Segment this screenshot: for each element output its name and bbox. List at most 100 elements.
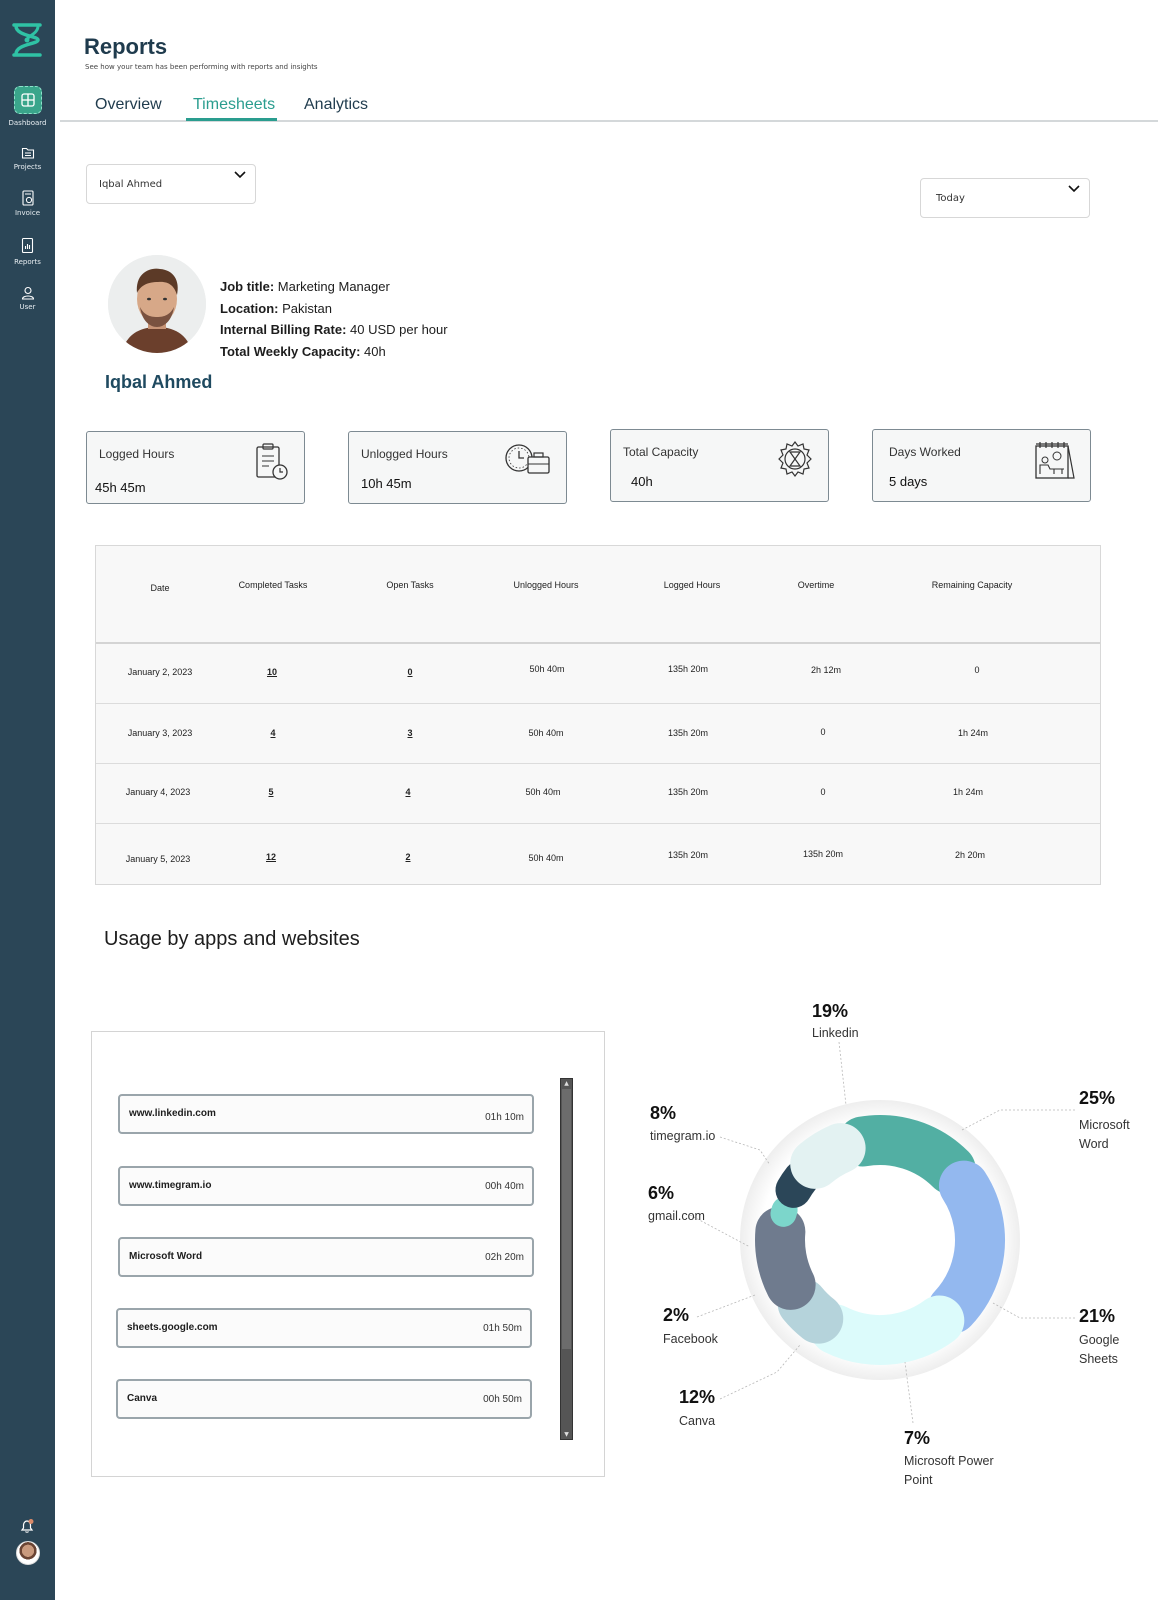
- table-row: January 3, 2023 4 3 50h 40m 135h 20m 0 1…: [96, 704, 1100, 764]
- chart-label-pct: 7%: [904, 1428, 931, 1448]
- timesheet-table: Date Completed Tasks Open Tasks Unlogged…: [95, 545, 1101, 885]
- chart-label-name: timegram.io: [650, 1129, 716, 1143]
- sidebar-item-projects[interactable]: Projects: [0, 146, 55, 171]
- usage-item-canva[interactable]: Canva 00h 50m: [116, 1379, 532, 1419]
- profile-details: Job title: Marketing Manager Location: P…: [220, 276, 448, 362]
- sidebar-item-label: User: [19, 303, 36, 311]
- chart-label-name: Facebook: [663, 1332, 718, 1346]
- table-row: January 4, 2023 5 4 50h 40m 135h 20m 0 1…: [96, 764, 1100, 824]
- sidebar-item-label: Invoice: [14, 209, 41, 217]
- completed-tasks-link[interactable]: 10: [266, 667, 278, 677]
- chart-label-name: gmail.com: [648, 1209, 705, 1223]
- projects-folder-icon: [21, 147, 34, 159]
- bell-icon[interactable]: [19, 1518, 35, 1534]
- sidebar-item-label: Reports: [14, 258, 41, 266]
- reports-icon: [21, 237, 33, 254]
- clipboard-clock-icon: [256, 443, 288, 480]
- profile-location: Location: Pakistan: [220, 300, 332, 316]
- page-subtitle: See how your team has been performing wi…: [85, 63, 318, 71]
- usage-list-panel: www.linkedin.com 01h 10m www.timegram.io…: [91, 1031, 605, 1477]
- profile-weekly-capacity: Total Weekly Capacity: 40h: [220, 343, 386, 359]
- completed-tasks-link[interactable]: 12: [265, 852, 277, 862]
- profile-avatar: [108, 255, 206, 353]
- stat-card-logged-hours: Logged Hours 45h 45m: [86, 431, 305, 504]
- sidebar-item-label: Projects: [13, 163, 42, 171]
- profile-photo: [108, 255, 206, 353]
- chart-label-name: Canva: [679, 1414, 716, 1428]
- profile-job-title: Job title: Marketing Manager: [220, 279, 390, 294]
- open-tasks-link[interactable]: 0: [407, 667, 413, 677]
- chevron-down-icon: [234, 171, 246, 179]
- open-tasks-link[interactable]: 3: [407, 728, 413, 738]
- calendar-desk-icon: [1035, 442, 1075, 479]
- chart-label-pct: 6%: [648, 1183, 675, 1203]
- chart-label-pct: 12%: [679, 1387, 716, 1407]
- clock-briefcase-icon: [505, 444, 550, 474]
- chart-label-name: Google Sheets: [1079, 1333, 1120, 1366]
- usage-section-title: Usage by apps and websites: [104, 928, 360, 950]
- column-header-logged-hours: Logged Hours: [663, 580, 721, 590]
- profile-name: Iqbal Ahmed: [105, 372, 213, 392]
- chart-label-pct: 19%: [812, 1001, 849, 1021]
- scroll-up-arrow-icon[interactable]: ▲: [564, 1080, 569, 1087]
- tab-timesheets[interactable]: Timesheets: [186, 96, 278, 121]
- donut-slice-canva[interactable]: [755, 1115, 1005, 1365]
- sidebar-item-label: Dashboard: [8, 119, 47, 127]
- page-title: Reports: [84, 34, 168, 59]
- app-logo-icon[interactable]: [11, 22, 43, 58]
- column-header-overtime: Overtime: [797, 580, 835, 590]
- column-header-remaining-capacity: Remaining Capacity: [931, 580, 1013, 590]
- dashboard-grid-icon: [20, 93, 35, 107]
- tab-analytics[interactable]: Analytics: [304, 96, 369, 113]
- donut-slice-google-sheets[interactable]: [755, 1115, 1005, 1365]
- donut-slice-timegram[interactable]: [755, 1115, 1005, 1365]
- donut-slice-microsoft-word[interactable]: [755, 1115, 1005, 1365]
- sidebar-item-invoice[interactable]: Invoice: [0, 190, 55, 217]
- chevron-down-icon: [1068, 185, 1080, 193]
- column-header-completed-tasks: Completed Tasks: [238, 580, 308, 590]
- tab-bar: Overview Timesheets Analytics: [60, 92, 1158, 122]
- sidebar: Dashboard Projects Invoice Reports: [0, 0, 55, 1600]
- avatar[interactable]: [16, 1541, 40, 1565]
- table-header: Date Completed Tasks Open Tasks Unlogged…: [96, 546, 1100, 644]
- chart-label-name: Microsoft Word: [1079, 1118, 1130, 1151]
- period-select-value: Today: [936, 192, 965, 204]
- usage-list-scrollbar[interactable]: ▲ ▼: [560, 1078, 573, 1440]
- chart-label-pct: 25%: [1079, 1088, 1116, 1108]
- table-row: January 2, 2023 10 0 50h 40m 135h 20m 2h…: [96, 644, 1100, 704]
- chart-label-pct: 21%: [1079, 1306, 1116, 1326]
- user-icon: [21, 286, 34, 300]
- tab-overview[interactable]: Overview: [95, 96, 162, 113]
- column-header-open-tasks: Open Tasks: [386, 580, 434, 590]
- period-select[interactable]: Today: [920, 178, 1090, 218]
- user-select[interactable]: Iqbal Ahmed: [86, 164, 256, 204]
- gear-hourglass-icon: [778, 441, 812, 477]
- chart-label-pct: 8%: [650, 1103, 677, 1123]
- usage-donut-chart: [740, 1100, 1020, 1380]
- invoice-icon: [21, 190, 34, 206]
- usage-item-google-sheets[interactable]: sheets.google.com 01h 50m: [116, 1308, 532, 1348]
- column-header-date: Date: [150, 583, 170, 593]
- stat-card-total-capacity: Total Capacity 40h: [610, 429, 829, 502]
- completed-tasks-link[interactable]: 4: [270, 728, 276, 738]
- scrollbar-thumb[interactable]: [562, 1089, 571, 1349]
- chart-label-name: Linkedin: [812, 1026, 859, 1040]
- table-row: January 5, 2023 12 2 50h 40m 135h 20m 13…: [125, 849, 986, 864]
- stat-card-days-worked: Days Worked 5 days: [872, 429, 1091, 502]
- open-tasks-link[interactable]: 2: [405, 852, 411, 862]
- usage-item-timegram[interactable]: www.timegram.io 00h 40m: [118, 1166, 534, 1206]
- completed-tasks-link[interactable]: 5: [268, 787, 274, 797]
- sidebar-item-reports[interactable]: Reports: [0, 237, 55, 266]
- scroll-down-arrow-icon[interactable]: ▼: [564, 1431, 569, 1438]
- chart-label-pct: 2%: [663, 1305, 690, 1325]
- sidebar-item-user[interactable]: User: [0, 286, 55, 311]
- chart-label-name: Microsoft Power Point: [904, 1454, 994, 1487]
- column-header-unlogged-hours: Unlogged Hours: [513, 580, 579, 590]
- user-select-value: Iqbal Ahmed: [99, 178, 163, 190]
- stat-card-unlogged-hours: Unlogged Hours 10h 45m: [348, 431, 567, 504]
- usage-item-linkedin[interactable]: www.linkedin.com 01h 10m: [118, 1094, 534, 1134]
- sidebar-item-dashboard[interactable]: Dashboard: [0, 86, 55, 127]
- open-tasks-link[interactable]: 4: [405, 787, 411, 797]
- usage-item-microsoft-word[interactable]: Microsoft Word 02h 20m: [118, 1237, 534, 1277]
- profile-billing-rate: Internal Billing Rate: 40 USD per hour: [220, 322, 448, 337]
